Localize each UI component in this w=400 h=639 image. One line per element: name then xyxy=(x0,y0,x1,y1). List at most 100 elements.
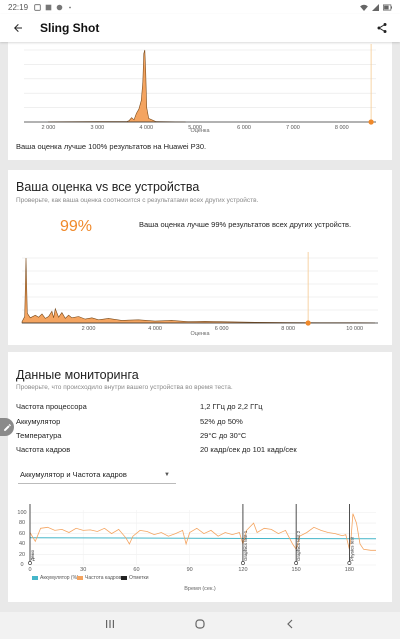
status-bar: 22:19 xyxy=(0,0,400,14)
legend-swatch xyxy=(77,576,83,580)
framerate-series-line xyxy=(29,513,376,551)
x-tick-label: 8 000 xyxy=(334,125,349,131)
x-tick-label: 6 000 xyxy=(237,125,251,131)
x-tick-label: 6 000 xyxy=(214,326,229,332)
monitoring-row-value: 20 кадр/сек до 101 кадр/сек xyxy=(200,445,297,454)
y-tick-label: 40 xyxy=(18,541,26,548)
image-icon xyxy=(45,4,52,10)
dropdown-selected-value: Аккумулятор и Частота кадров xyxy=(20,470,127,479)
share-icon xyxy=(377,23,387,33)
x-tick-label: 120 xyxy=(238,567,248,573)
y-tick-label: 80 xyxy=(18,520,26,527)
distribution-area xyxy=(48,49,186,123)
legend-framerate: Частота кадров xyxy=(77,575,121,581)
dropdown-caret-icon: ▼ xyxy=(164,471,170,478)
arrow-back-icon xyxy=(14,24,22,32)
monitoring-row-value: 1,2 ГГц до 2,2 ГГц xyxy=(200,402,263,411)
x-tick-label: 7 000 xyxy=(285,125,300,131)
monitoring-row-label: Частота процессора xyxy=(16,402,87,411)
all-devices-distribution-chart xyxy=(21,252,378,326)
all-devices-card: Ваша оценка vs все устройства Проверьте,… xyxy=(8,170,392,345)
x-tick-label: 90 xyxy=(186,567,193,573)
x-tick-label: 0 xyxy=(28,567,32,573)
monitoring-row-framerate: Частота кадров 20 кадр/сек до 101 кадр/с… xyxy=(16,445,384,454)
y-tick-label: 20 xyxy=(18,551,26,558)
battery-series-line xyxy=(29,537,377,540)
recents-icon xyxy=(106,620,114,628)
y-tick-label: 60 xyxy=(18,530,26,537)
y-tick-label: 100 xyxy=(17,509,27,516)
monitoring-subtitle: Проверьте, что происходило внутри вашего… xyxy=(16,384,233,391)
monitoring-row-value: 29°C до 30°C xyxy=(200,431,247,440)
x-tick-label: 4 000 xyxy=(139,125,154,131)
x-tick-label: 3 000 xyxy=(90,125,105,131)
all-devices-title: Ваша оценка vs все устройства xyxy=(16,180,200,194)
system-nav-bar xyxy=(0,612,400,639)
chart3-x-axis-label: Время (сек.) xyxy=(184,586,216,592)
gallery-icon xyxy=(56,4,63,10)
test-marker-dot xyxy=(28,561,32,565)
more-dots-icon xyxy=(69,6,71,8)
monitoring-row-temperature: Температура 29°C до 30°C xyxy=(16,431,384,440)
legend-battery: Аккумулятор (%) xyxy=(32,575,79,581)
back-nav-icon xyxy=(287,619,293,629)
all-devices-subtitle: Проверьте, как ваша оценка соотносится с… xyxy=(16,197,259,204)
legend-swatch xyxy=(121,576,127,580)
x-tick-label: 30 xyxy=(80,567,87,573)
notification-icon xyxy=(34,3,41,11)
pencil-icon xyxy=(3,423,11,431)
share-button[interactable] xyxy=(372,18,392,38)
percentile-value: 99% xyxy=(60,218,93,235)
monitoring-row-label: Температура xyxy=(16,431,62,440)
test-marker-label: Graphics test 1 xyxy=(243,530,248,561)
monitoring-row-value: 52% до 50% xyxy=(200,417,243,426)
status-time: 22:19 xyxy=(8,2,29,12)
wifi-icon xyxy=(360,4,368,11)
x-tick-label: 8 000 xyxy=(281,326,296,332)
signal-icon xyxy=(372,3,379,11)
chart-metric-dropdown[interactable]: Аккумулятор и Частота кадров ▼ xyxy=(18,466,176,484)
legend-markers: Отметки xyxy=(121,575,149,581)
x-tick-label: 180 xyxy=(344,567,354,573)
y-tick-label: 0 xyxy=(20,562,24,568)
x-tick-label: 150 xyxy=(291,567,301,573)
all-devices-result-text: Ваша оценка лучше 99% результатов всех д… xyxy=(139,220,352,229)
back-button[interactable] xyxy=(8,18,28,38)
monitoring-row-battery: Аккумулятор 52% до 50% xyxy=(16,417,384,426)
home-button[interactable] xyxy=(195,619,205,632)
x-tick-label: 2 000 xyxy=(81,326,96,332)
x-tick-label: 4 000 xyxy=(148,326,162,332)
test-marker-dot xyxy=(294,561,299,565)
x-tick-label: 60 xyxy=(133,567,140,573)
edit-fab[interactable] xyxy=(0,418,14,436)
monitoring-card: Данные мониторинга Проверьте, что происх… xyxy=(8,352,392,602)
x-tick-label: 2 000 xyxy=(41,125,56,131)
score-marker-dot xyxy=(305,320,311,326)
device-result-text: Ваша оценка лучше 100% результатов на Hu… xyxy=(16,142,207,151)
x-tick-label: 10 000 xyxy=(346,326,364,332)
monitoring-row-label: Аккумулятор xyxy=(16,417,61,426)
chart2-x-axis-label: Оценка xyxy=(190,331,210,337)
monitoring-title: Данные мониторинга xyxy=(16,368,139,382)
battery-icon xyxy=(383,4,392,10)
device-comparison-card: 2 000 3 000 4 000 5 000 6 000 7 000 8 000 Оцен… xyxy=(8,42,392,160)
page-title: Sling Shot xyxy=(40,21,100,35)
test-marker-label: Демо xyxy=(30,549,35,561)
device-distribution-chart xyxy=(24,44,376,125)
home-icon xyxy=(195,619,205,629)
monitoring-row-cpu: Частота процессора 1,2 ГГц до 2,2 ГГц xyxy=(16,402,384,411)
monitoring-row-label: Частота кадров xyxy=(16,445,71,454)
chart1-x-axis-label: Оценка xyxy=(190,128,210,134)
x-tick-label: 5 000 xyxy=(188,125,202,131)
test-marker-label: Physics test xyxy=(349,536,354,561)
test-marker-dot xyxy=(347,561,352,565)
distribution-area xyxy=(21,257,376,324)
test-marker-label: Graphics test 2 xyxy=(296,530,301,561)
app-bar: Sling Shot xyxy=(0,14,400,42)
monitoring-line-chart: Демо Graphics test 1 Graphics test 2 Physic… xyxy=(28,504,377,566)
legend-swatch xyxy=(32,576,38,580)
score-marker-dot xyxy=(368,119,374,125)
test-marker-dot xyxy=(241,561,245,565)
back-nav-button[interactable] xyxy=(285,619,295,632)
recents-button[interactable] xyxy=(105,619,115,632)
